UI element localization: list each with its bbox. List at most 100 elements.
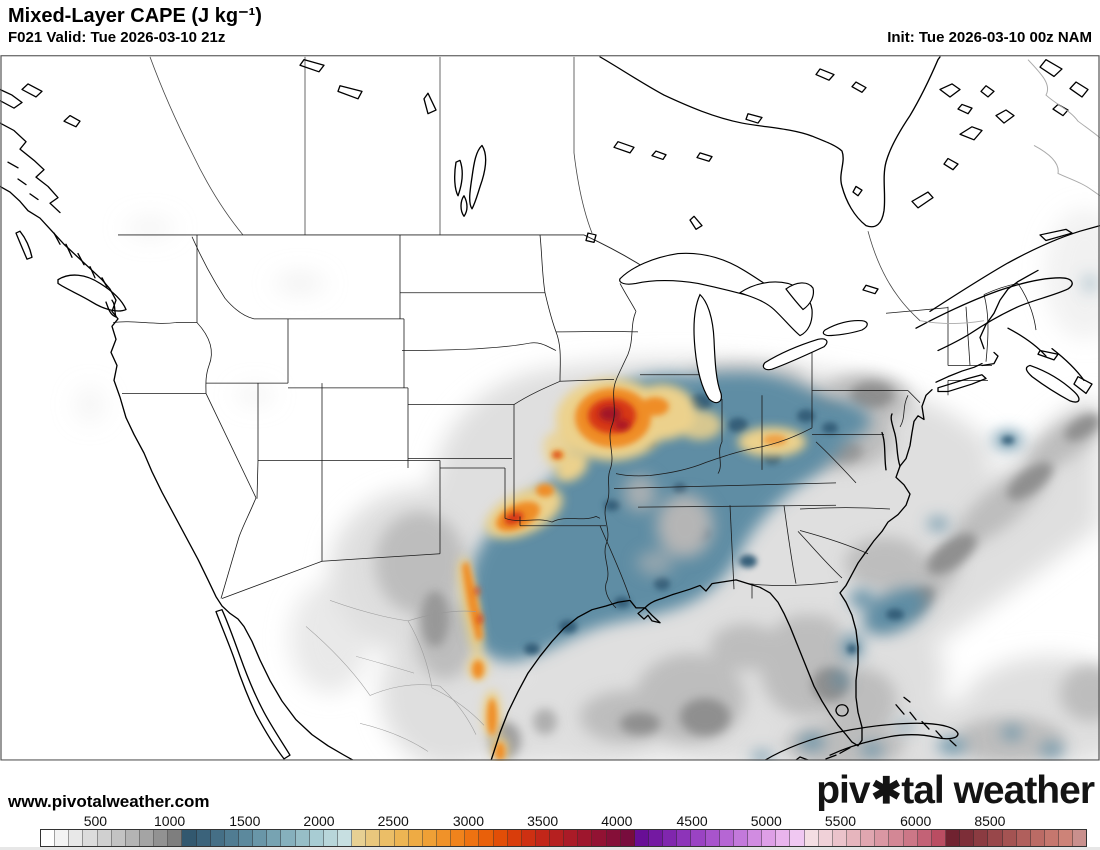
colorbar-segment [663, 830, 678, 846]
colorbar-segment [762, 830, 777, 846]
colorbar-segment [677, 830, 692, 846]
colorbar-segment [988, 830, 1003, 846]
colorbar-segment [748, 830, 763, 846]
colorbar-segment [634, 830, 650, 846]
colorbar-tick-label: 4000 [601, 813, 633, 829]
colorbar-segment [917, 830, 932, 846]
newfoundland-coast [919, 59, 1100, 324]
colorbar-tick-label: 2500 [377, 813, 409, 829]
colorbar-gradient [40, 829, 1087, 847]
colorbar-segment [451, 830, 466, 846]
colorbar-tick-label: 6000 [900, 813, 932, 829]
colorbar-segment [832, 830, 848, 846]
colorbar-segment [125, 830, 140, 846]
colorbar-segment [1016, 830, 1031, 846]
colorbar-segment [493, 830, 508, 846]
colorbar-segment [295, 830, 310, 846]
colorbar-segment [776, 830, 791, 846]
colorbar-segment [1059, 830, 1074, 846]
us-canada-border [118, 234, 641, 266]
colorbar-segment [620, 830, 635, 846]
colorbar-segment [1030, 830, 1045, 846]
mexico-state-borders [305, 600, 485, 752]
pivotal-logo-o-icon: ✱ [870, 771, 902, 812]
colorbar-segment [366, 830, 381, 846]
colorbar-segment [139, 830, 155, 846]
colorbar-segment [352, 830, 367, 846]
colorbar-tick-label: 1500 [229, 813, 261, 829]
colorbar-segment [83, 830, 98, 846]
colorbar-segment [818, 830, 833, 846]
colorbar-segment [931, 830, 946, 846]
great-lakes [619, 252, 868, 404]
canada-province-borders [149, 56, 921, 321]
colorbar-segment [41, 830, 56, 846]
cape-colorbar: 500 1000 1500 2000 2500 3000 3500 4000 4500 5000 5… [0, 812, 1100, 850]
us-state-borders [112, 234, 1037, 609]
colorbar-segment [380, 830, 395, 846]
colorbar-segment [804, 830, 819, 846]
colorbar-segment [55, 830, 70, 846]
colorbar-segment [69, 830, 84, 846]
watermark-text-left: piv [816, 769, 870, 812]
watermark-text-right: tal weather [901, 769, 1095, 812]
colorbar-segment [564, 830, 579, 846]
colorbar-tick-label: 3000 [452, 813, 485, 829]
colorbar-segment [422, 830, 437, 846]
colorbar-segment [182, 830, 197, 846]
cape-shading-crimson-core [599, 406, 630, 431]
colorbar-segment [154, 830, 169, 846]
colorbar-segment [436, 830, 452, 846]
colorbar-segment [960, 830, 975, 846]
cape-shading-gray-gap [624, 474, 713, 577]
colorbar-segment [465, 830, 480, 846]
colorbar-segment [168, 830, 183, 846]
colorbar-segment [479, 830, 494, 846]
map-frame [0, 55, 1100, 761]
colorbar-segment [578, 830, 593, 846]
colorbar-tick-label: 500 [83, 813, 108, 829]
colorbar-segment [535, 830, 551, 846]
colorbar-segment [224, 830, 239, 846]
colorbar-tick-label: 3500 [527, 813, 559, 829]
colorbar-segment [111, 830, 126, 846]
page-bottom-strip [0, 847, 1100, 850]
colorbar-segment [408, 830, 423, 846]
colorbar-segment [733, 830, 749, 846]
colorbar-segment [875, 830, 890, 846]
colorbar-segment [861, 830, 876, 846]
colorbar-segment [253, 830, 268, 846]
colorbar-segment [705, 830, 720, 846]
colorbar-segment [337, 830, 353, 846]
model-init-label: Init: Tue 2026-03-10 00z NAM [887, 29, 1092, 46]
colorbar-segment [649, 830, 664, 846]
colorbar-segment [309, 830, 324, 846]
colorbar-segment [592, 830, 607, 846]
colorbar-segment [507, 830, 522, 846]
colorbar-segment [97, 830, 112, 846]
colorbar-tick-label: 5000 [750, 813, 782, 829]
forecast-valid-label: F021 Valid: Tue 2026-03-10 21z [8, 29, 226, 46]
coastlines [0, 56, 1100, 761]
colorbar-tick-label: 8500 [974, 813, 1006, 829]
colorbar-segment [196, 830, 211, 846]
colorbar-segment [889, 830, 904, 846]
colorbar-segment [974, 830, 989, 846]
colorbar-segment [1044, 830, 1060, 846]
colorbar-segment [1073, 830, 1087, 846]
colorbar-segment [323, 830, 338, 846]
site-url-label: www.pivotalweather.com [8, 792, 210, 811]
colorbar-segment [394, 830, 409, 846]
colorbar-segment [1002, 830, 1017, 846]
cape-map-graphic [0, 55, 1100, 761]
colorbar-segment [550, 830, 565, 846]
colorbar-tick-label: 5500 [824, 813, 857, 829]
colorbar-tick-label: 4500 [676, 813, 708, 829]
pivotal-weather-watermark: piv✱tal weather [816, 768, 1095, 813]
colorbar-segment [946, 830, 961, 846]
colorbar-tick-label: 2000 [303, 813, 335, 829]
colorbar-tick-labels: 500 1000 1500 2000 2500 3000 3500 4000 4500 5000 5… [40, 813, 1085, 829]
colorbar-segment [719, 830, 734, 846]
colorbar-segment [210, 830, 225, 846]
